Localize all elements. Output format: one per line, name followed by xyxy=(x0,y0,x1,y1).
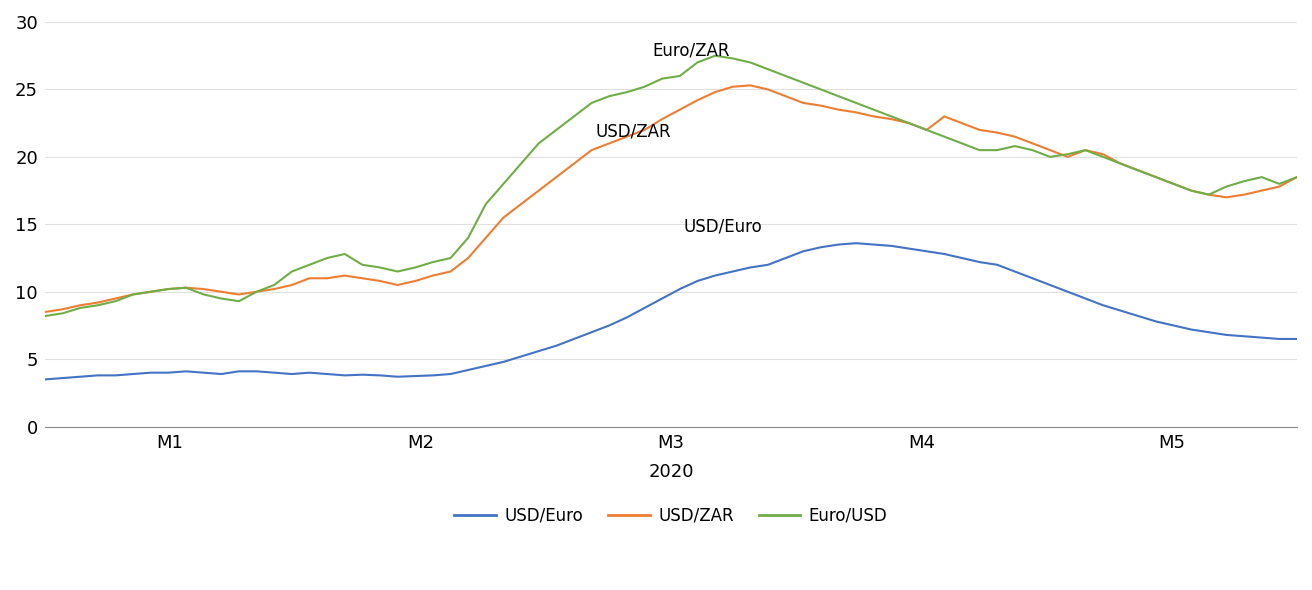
Euro/USD xyxy=(214,295,230,302)
Euro/USD xyxy=(461,234,476,241)
Euro/USD xyxy=(37,313,52,320)
USD/Euro xyxy=(830,241,846,248)
Euro/USD xyxy=(1290,173,1305,181)
Line: Euro/USD: Euro/USD xyxy=(45,55,1298,316)
USD/Euro xyxy=(1290,336,1305,343)
USD/ZAR xyxy=(901,120,917,127)
Euro/USD xyxy=(760,65,775,73)
USD/ZAR xyxy=(461,254,476,261)
Euro/USD xyxy=(707,52,723,59)
Euro/USD xyxy=(337,250,353,257)
Line: USD/ZAR: USD/ZAR xyxy=(45,86,1298,312)
Euro/USD xyxy=(849,99,865,106)
USD/Euro xyxy=(849,240,865,247)
Text: USD/Euro: USD/Euro xyxy=(684,217,762,235)
USD/ZAR xyxy=(1290,173,1305,181)
USD/Euro xyxy=(337,372,353,379)
USD/Euro xyxy=(743,264,758,271)
USD/ZAR xyxy=(337,272,353,279)
USD/Euro xyxy=(37,376,52,383)
Legend: USD/Euro, USD/ZAR, Euro/USD: USD/Euro, USD/ZAR, Euro/USD xyxy=(447,500,895,532)
Euro/USD xyxy=(901,120,917,127)
USD/ZAR xyxy=(743,82,758,89)
USD/ZAR xyxy=(849,109,865,116)
USD/Euro xyxy=(214,371,230,378)
Text: USD/ZAR: USD/ZAR xyxy=(596,123,672,140)
X-axis label: 2020: 2020 xyxy=(648,463,694,481)
Line: USD/Euro: USD/Euro xyxy=(45,243,1298,379)
USD/ZAR xyxy=(214,288,230,295)
Text: Euro/ZAR: Euro/ZAR xyxy=(652,42,729,60)
USD/ZAR xyxy=(760,86,775,93)
USD/ZAR xyxy=(37,309,52,316)
USD/Euro xyxy=(901,245,917,252)
USD/Euro xyxy=(461,366,476,373)
